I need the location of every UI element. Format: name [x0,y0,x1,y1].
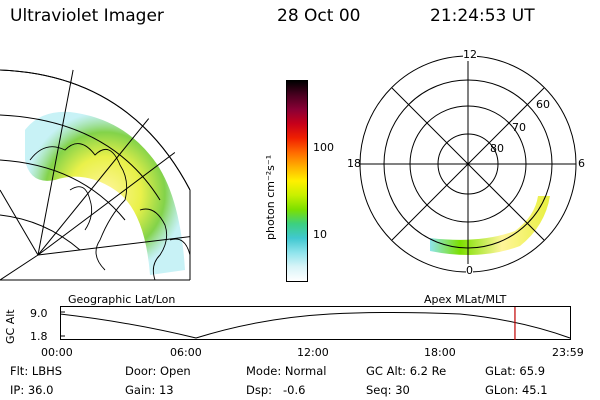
altitude-curve [60,312,571,339]
coastline [29,143,128,271]
colorbar-tick-10: 10 [313,228,327,241]
mlt-label-18: 18 [347,157,361,170]
meridian [0,189,39,256]
lat-label-70: 70 [512,121,526,134]
coastline [139,208,168,280]
altitude-xtick-1200: 12:00 [297,346,329,359]
altitude-ytick-high: 9.0 [30,307,48,320]
altitude-xtick-0000: 00:00 [41,346,73,359]
altitude-xtick-1800: 18:00 [424,346,456,359]
meridian [37,65,76,256]
lat-circle [0,114,161,201]
altitude-xtick-2359: 23:59 [552,346,584,359]
coastline [69,186,93,231]
geographic-map [0,65,191,281]
geographic-map-label: Geographic Lat/Lon [68,293,176,306]
status-gain: Gain: 13 [125,383,174,397]
meridian [37,99,190,256]
status-gc-alt: GC Alt: 6.2 Re [366,364,447,378]
magnetic-polar-plot [359,55,577,273]
mlt-label-0: 0 [466,264,473,277]
aurora-oval-left [25,111,185,276]
altitude-plot [60,306,571,340]
status-seq: Seq: 30 [366,383,410,397]
colorbar-tick-100: 100 [313,141,334,154]
altitude-xtick-0600: 06:00 [170,346,202,359]
instrument-title: Ultraviolet Imager [10,6,164,26]
magnetic-map-label: Apex MLat/MLT [424,293,507,306]
mlt-label-6: 6 [578,157,585,170]
status-filter: Flt: LBHS [10,364,63,378]
altitude-ytick-low: 1.8 [30,330,48,343]
aurora-oval-right [430,196,550,255]
meridian [0,254,39,280]
lat-label-80: 80 [490,142,504,155]
status-dsp: Dsp: -0.6 [246,383,306,397]
date-label: 28 Oct 00 [277,6,361,26]
altitude-ylabel: GC Alt [4,309,17,344]
colorbar [286,80,308,282]
status-mode: Mode: Normal [246,364,327,378]
time-label: 21:24:53 UT [430,6,535,26]
status-door: Door: Open [125,364,191,378]
status-glat: GLat: 65.9 [485,364,546,378]
lat-label-60: 60 [536,98,550,111]
meridian [37,229,190,256]
lat-circle [0,159,126,221]
coastline [169,238,190,256]
lat-circle [0,214,81,251]
mlt-label-12: 12 [463,48,477,61]
status-glon: GLon: 45.1 [485,383,548,397]
mlt-line [391,87,545,241]
colorbar-unit-label: photon cm⁻²s⁻¹ [264,154,277,240]
status-ip: IP: 36.0 [10,383,54,397]
